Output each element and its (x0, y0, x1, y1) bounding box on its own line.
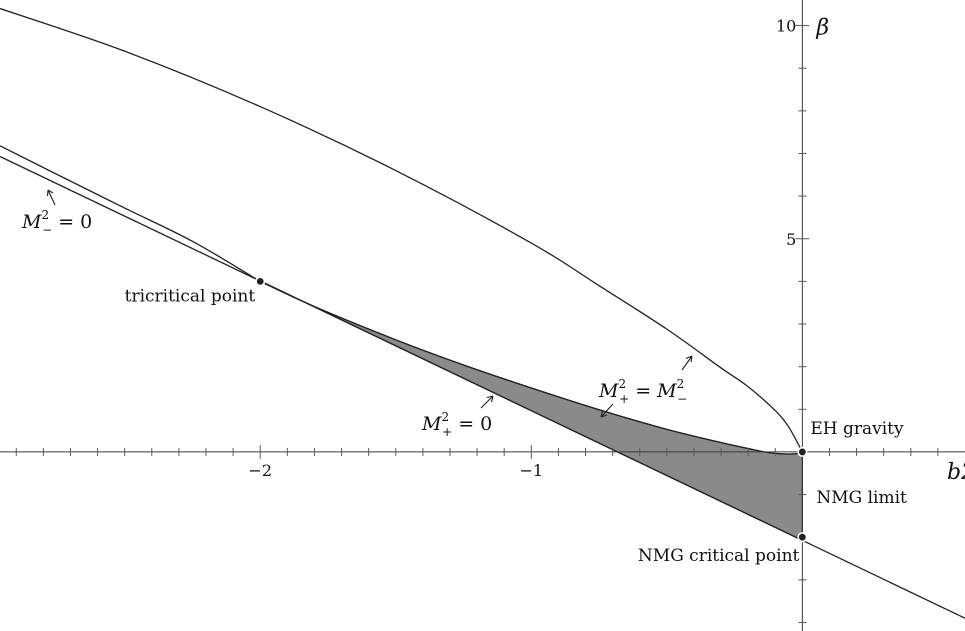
m-pm-sub: + (619, 392, 629, 406)
x-axis-label: b2 (947, 460, 965, 485)
x-tick-label: −1 (519, 461, 543, 480)
marker-tricritical (255, 276, 266, 287)
minor-ticks (15, 25, 939, 623)
m-minus-sub: − (42, 223, 52, 237)
nmg-critical-point-label: NMG critical point (638, 546, 800, 566)
m-minus-sup: 2 (41, 208, 49, 222)
curve-layer (0, 7, 965, 619)
m-plus-sup: 2 (441, 410, 449, 424)
m-minus-rest: = 0 (52, 211, 92, 233)
m-pm-sup2: 2 (677, 377, 685, 391)
marker-eh (797, 446, 808, 457)
m-minus-squared-zero-label: M2− = 0 (21, 208, 92, 237)
m-plus-squared-zero-label: M2 + = 0 (421, 410, 492, 439)
m-pm-up-arrow (681, 355, 693, 371)
nmg-limit-label: NMG limit (816, 488, 907, 508)
m-minus-base: M (21, 211, 42, 233)
m-plus-equals-m-minus-label: M2 + = M2− (598, 377, 687, 406)
annotation-layer: tricritical point EH gravity NMG limit N… (21, 189, 907, 566)
curve-upper-left (0, 145, 261, 282)
x-tick-label: −2 (248, 461, 272, 480)
marker-nmg-critical (797, 532, 808, 543)
m-plus-rest: = 0 (452, 413, 492, 435)
m-plus-pointer-arrow (480, 395, 494, 409)
marker-layer (255, 276, 808, 543)
y-tick-label: 10 (776, 17, 796, 36)
m-minus-pointer-arrow (46, 189, 56, 206)
y-axis-label: β (815, 16, 829, 41)
m-pm-base2: M (656, 380, 677, 402)
y-tick-label: 5 (786, 230, 796, 249)
curve-upper-right (259, 280, 803, 455)
curve-line (0, 155, 965, 619)
m-pm-sub2: − (677, 392, 687, 406)
m-pm-sup: 2 (618, 377, 626, 391)
m-pm-base: M (598, 380, 619, 402)
m-plus-base: M (421, 413, 442, 435)
m-pm-down-arrow (600, 403, 614, 418)
tricritical-point-label: tricritical point (125, 286, 256, 306)
eh-gravity-label: EH gravity (810, 419, 904, 439)
m-plus-sub: + (442, 425, 452, 439)
m-pm-mid: = (629, 380, 657, 402)
curve-outer (0, 7, 803, 453)
